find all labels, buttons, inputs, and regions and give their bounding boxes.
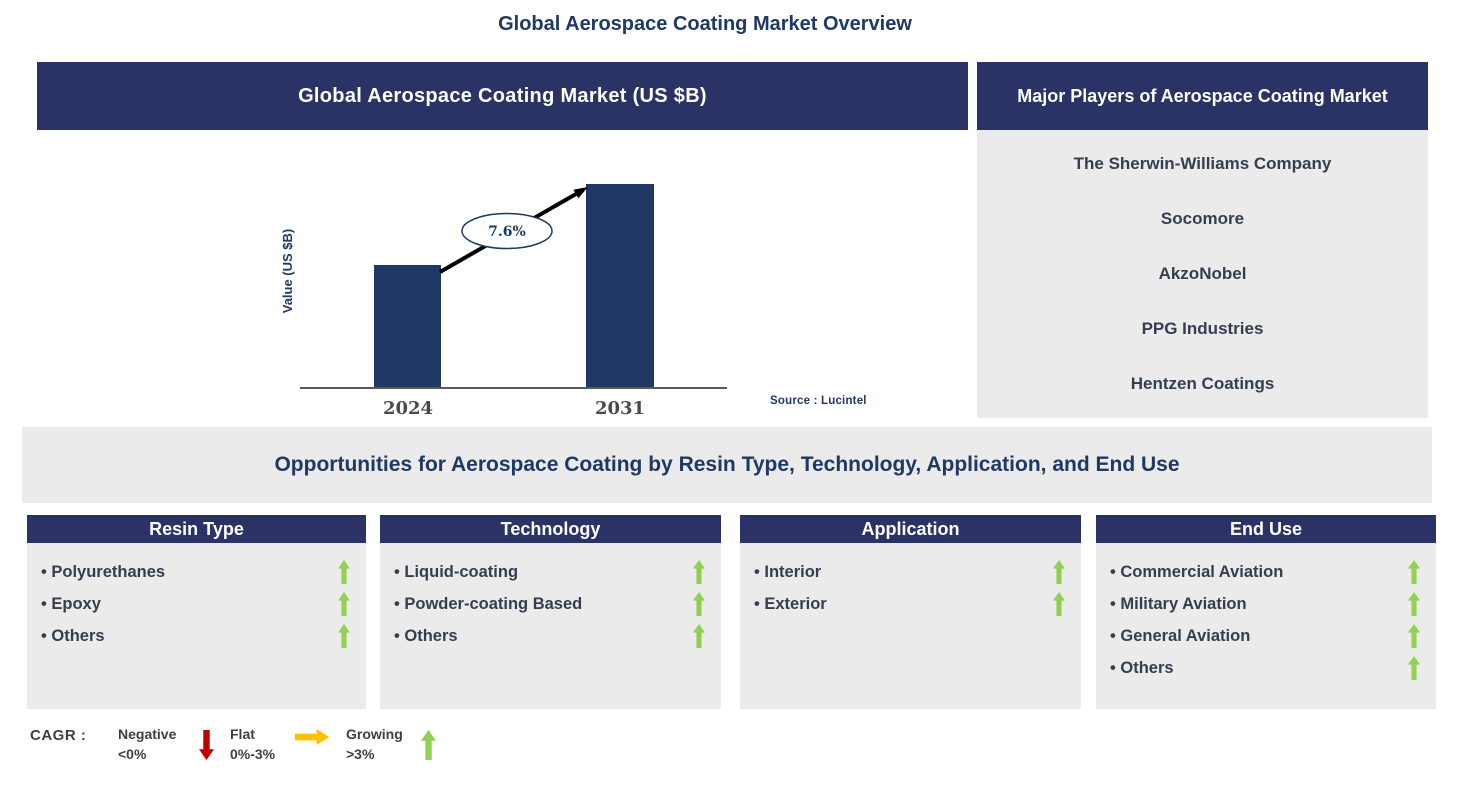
player-name: AkzoNobel — [1158, 263, 1247, 283]
category-item-label: Powder-coating Based — [394, 595, 693, 614]
player-name: The Sherwin-Williams Company — [1073, 153, 1332, 173]
category-item: Interior — [754, 556, 1065, 588]
category-item-label: Epoxy — [41, 595, 338, 614]
players-panel-header: Major Players of Aerospace Coating Marke… — [977, 62, 1428, 130]
page-title: Global Aerospace Coating Market Overview — [498, 13, 912, 35]
growing-trend-up-arrow-icon — [338, 592, 350, 616]
cagr-annotation: 7.6% — [439, 187, 588, 274]
legend-growing-range: >3% — [346, 745, 375, 762]
growing-trend-up-arrow-icon — [338, 624, 350, 648]
opportunities-banner-text: Opportunities for Aerospace Coating by R… — [274, 453, 1180, 476]
category-item-label: General Aviation — [1110, 627, 1408, 646]
column-application: Application Interior Exterior — [740, 515, 1081, 709]
category-item: General Aviation — [1110, 620, 1420, 652]
category-item: Commercial Aviation — [1110, 556, 1420, 588]
column-header-technology: Technology — [380, 515, 721, 543]
category-item-label: Others — [1110, 659, 1408, 678]
category-item: Polyurethanes — [41, 556, 350, 588]
column-header-application: Application — [740, 515, 1081, 543]
growing-trend-up-arrow-icon — [1408, 624, 1420, 648]
chart-panel-title: Global Aerospace Coating Market (US $B) — [298, 84, 707, 107]
cagr-legend-label: CAGR : — [30, 727, 87, 744]
column-items-technology: Liquid-coating Powder-coating Based Othe… — [380, 543, 721, 709]
column-title: End Use — [1229, 518, 1303, 539]
growing-trend-up-arrow-icon — [1053, 560, 1065, 584]
category-item: Others — [394, 620, 705, 652]
column-items-application: Interior Exterior — [740, 543, 1081, 709]
players-list: The Sherwin-Williams Company Socomore Ak… — [977, 130, 1428, 418]
cagr-value: 7.6% — [488, 224, 526, 240]
x-tick-2031: 2031 — [594, 398, 646, 419]
cagr-ellipse — [461, 212, 553, 250]
legend-entry-flat: Flat 0%-3% — [230, 725, 330, 764]
category-item-label: Liquid-coating — [394, 563, 693, 582]
growing-trend-up-arrow-icon — [1053, 592, 1065, 616]
growing-trend-up-arrow-icon — [693, 592, 705, 616]
column-resin-type: Resin Type Polyurethanes Epoxy — [27, 515, 366, 709]
player-name: PPG Industries — [1141, 319, 1264, 339]
x-tick-2024: 2024 — [382, 398, 434, 419]
cagr-arrow-head-icon — [573, 187, 588, 199]
column-end-use: End Use Commercial Aviation Military Avi… — [1096, 515, 1436, 709]
growing-trend-up-arrow-icon — [338, 560, 350, 584]
category-item: Others — [1110, 652, 1420, 684]
category-item: Military Aviation — [1110, 588, 1420, 620]
growing-trend-up-arrow-icon — [1408, 592, 1420, 616]
column-header-resin-type: Resin Type — [27, 515, 366, 543]
category-item-label: Polyurethanes — [41, 563, 338, 582]
legend-flat-label: Flat — [230, 726, 255, 742]
player-name: Hentzen Coatings — [1130, 374, 1275, 394]
category-item: Exterior — [754, 588, 1065, 620]
legend-flat-range: 0%-3% — [230, 745, 276, 762]
growing-trend-up-arrow-icon — [1408, 656, 1420, 680]
opportunities-banner: Opportunities for Aerospace Coating by R… — [22, 427, 1432, 503]
column-title: Application — [861, 518, 960, 539]
chart-x-axis — [300, 387, 727, 389]
source-note: Source : Lucintel — [770, 395, 867, 407]
bar-2031 — [586, 184, 654, 387]
legend-growing-label: Growing — [346, 726, 403, 742]
growing-trend-up-arrow-icon — [693, 560, 705, 584]
growing-trend-up-arrow-icon — [421, 729, 436, 760]
category-item: Liquid-coating — [394, 556, 705, 588]
category-item-label: Others — [41, 627, 338, 646]
chart-panel-header: Global Aerospace Coating Market (US $B) — [37, 62, 968, 130]
legend-entry-growing: Growing >3% — [346, 725, 436, 764]
legend-negative-label: Negative — [118, 726, 177, 742]
flat-trend-right-arrow-icon — [294, 729, 330, 745]
category-item-label: Military Aviation — [1110, 595, 1408, 614]
category-item-label: Interior — [754, 563, 1053, 582]
column-items-end-use: Commercial Aviation Military Aviation Ge… — [1096, 543, 1436, 709]
legend-entry-negative: Negative <0% — [118, 725, 214, 764]
category-item-label: Exterior — [754, 595, 1053, 614]
column-items-resin-type: Polyurethanes Epoxy Others — [27, 543, 366, 709]
column-title: Technology — [500, 518, 601, 539]
players-panel-title: Major Players of Aerospace Coating Marke… — [1017, 85, 1388, 106]
player-name: Socomore — [1160, 208, 1245, 228]
category-item: Powder-coating Based — [394, 588, 705, 620]
column-header-end-use: End Use — [1096, 515, 1436, 543]
column-technology: Technology Liquid-coating Powder-coating… — [380, 515, 721, 709]
category-item-label: Commercial Aviation — [1110, 563, 1408, 582]
bar-2024 — [374, 265, 441, 387]
category-item: Others — [41, 620, 350, 652]
legend-negative-range: <0% — [118, 745, 147, 762]
category-item-label: Others — [394, 627, 693, 646]
growing-trend-up-arrow-icon — [1408, 560, 1420, 584]
column-title: Resin Type — [149, 518, 244, 539]
cagr-legend: CAGR : Negative <0% Flat 0%-3% Growing >… — [30, 725, 452, 764]
negative-trend-down-arrow-icon — [199, 729, 214, 760]
category-item: Epoxy — [41, 588, 350, 620]
growing-trend-up-arrow-icon — [693, 624, 705, 648]
